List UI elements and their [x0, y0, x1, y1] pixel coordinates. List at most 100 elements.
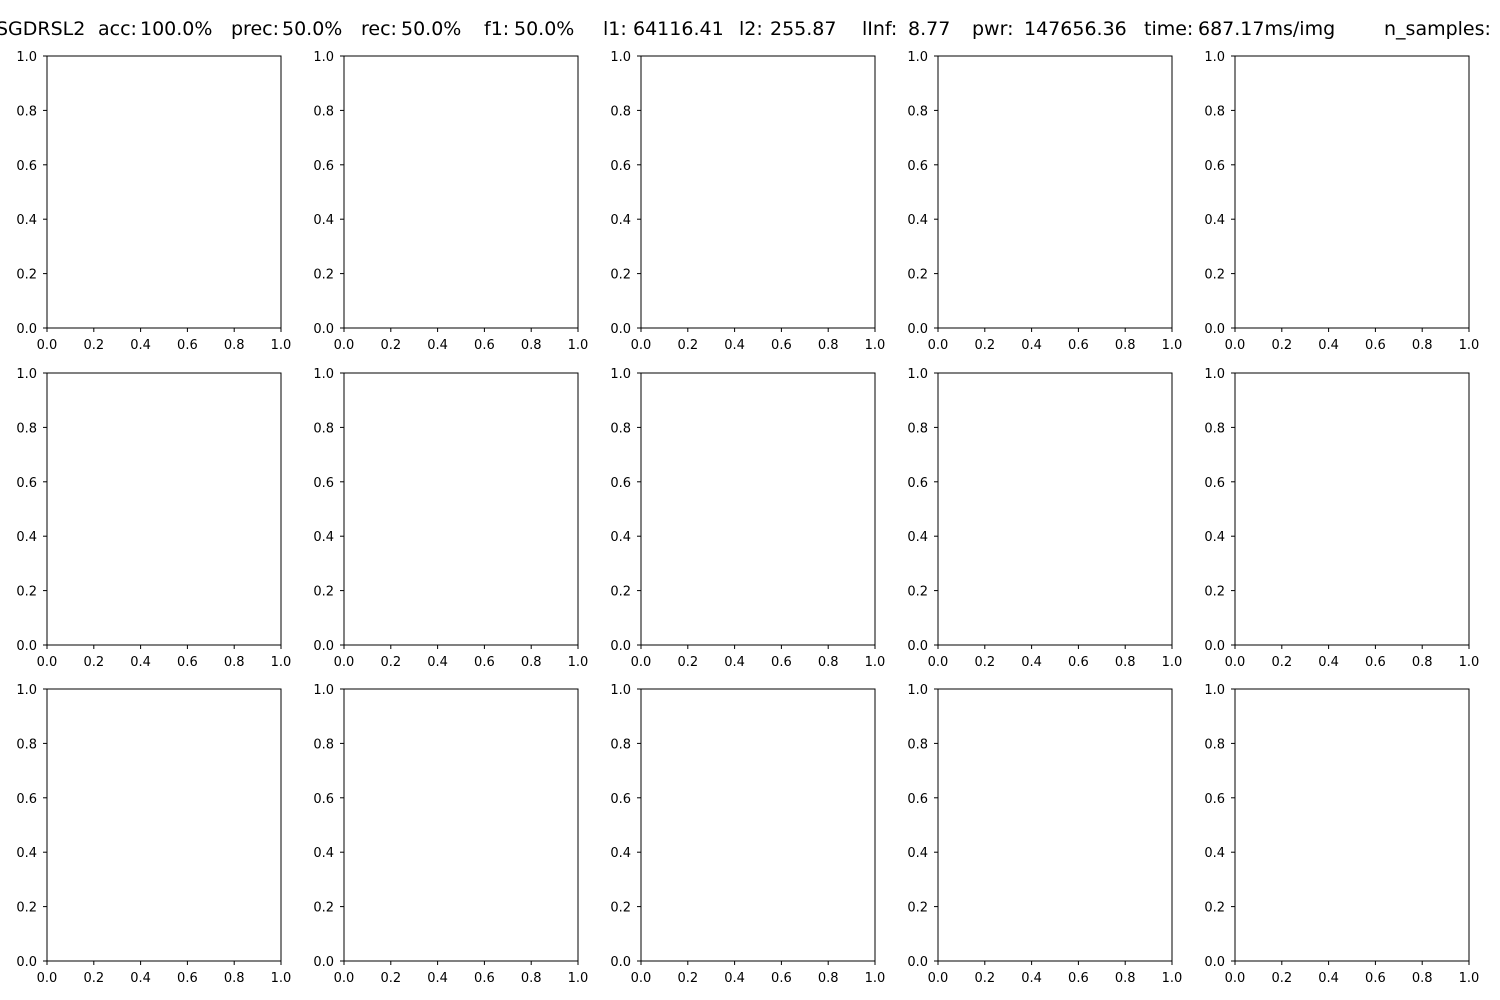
y-tick-label: 0.8 — [1204, 421, 1225, 436]
y-tick-label: 0.6 — [16, 792, 37, 807]
y-tick-label: 0.4 — [610, 530, 631, 545]
x-tick-label: 1.0 — [271, 655, 292, 670]
axes-frame — [46, 688, 282, 962]
y-tick-label: 0.6 — [16, 159, 37, 174]
y-tick-label: 0.4 — [610, 846, 631, 861]
x-tick-label: 0.6 — [474, 338, 495, 353]
x-tick-label: 0.6 — [771, 655, 792, 670]
y-tick-label: 0.0 — [1204, 955, 1225, 970]
x-tick-label: 0.4 — [1318, 655, 1339, 670]
axes-frame — [1234, 688, 1470, 962]
axes-frame — [937, 372, 1173, 646]
suptitle-acc-value: 100.0% — [140, 18, 212, 40]
subplot-3: 0.0 0.2 0.4 0.6 0.8 1.0 0.0 0.2 0.4 0.6 0.8 1.0 — [610, 50, 885, 353]
x-tick-label: 0.2 — [83, 338, 104, 353]
x-tick-label: 0.8 — [1412, 971, 1433, 986]
y-tick-label: 0.6 — [313, 792, 334, 807]
y-tick-label: 1.0 — [313, 367, 334, 382]
x-tick-label: 1.0 — [568, 655, 589, 670]
subplot-7: 0.0 0.2 0.4 0.6 0.8 1.0 0.0 0.2 0.4 0.6 0.8 1.0 — [313, 367, 588, 670]
x-tick-label: 0.2 — [1271, 971, 1292, 986]
y-tick-label: 0.0 — [313, 955, 334, 970]
x-tick-label: 0.0 — [37, 655, 58, 670]
suptitle: SGDRSL2 acc: 100.0% prec: 50.0% rec: 50.… — [0, 18, 1491, 40]
y-tick-label: 0.2 — [16, 268, 37, 283]
x-tick-label: 0.0 — [1225, 338, 1246, 353]
y-tick-label: 0.0 — [610, 639, 631, 654]
y-tick-label: 0.6 — [610, 476, 631, 491]
y-tick-label: 0.6 — [610, 792, 631, 807]
y-tick-label: 0.0 — [16, 955, 37, 970]
x-tick-label: 0.4 — [1021, 338, 1042, 353]
x-tick-label: 0.6 — [771, 971, 792, 986]
y-tick-label: 0.8 — [1204, 737, 1225, 752]
x-tick-label: 0.2 — [83, 655, 104, 670]
y-tick-label: 0.2 — [907, 585, 928, 600]
y-tick-label: 1.0 — [16, 683, 37, 698]
x-tick-label: 1.0 — [865, 338, 886, 353]
y-tick-label: 1.0 — [1204, 367, 1225, 382]
y-tick-label: 0.0 — [610, 322, 631, 337]
x-tick-label: 0.0 — [1225, 655, 1246, 670]
x-tick-label: 0.6 — [1068, 971, 1089, 986]
x-tick-label: 0.6 — [1068, 338, 1089, 353]
suptitle-nsamples-label: n_samples: — [1384, 18, 1491, 40]
y-tick-label: 0.4 — [1204, 846, 1225, 861]
x-tick-label: 0.0 — [928, 655, 949, 670]
y-tick-label: 0.6 — [610, 159, 631, 174]
suptitle-rec-label: rec: — [361, 18, 397, 40]
x-tick-label: 0.6 — [474, 655, 495, 670]
subplot-grid: 0.0 0.2 0.4 0.6 0.8 1.00.00.20.40.60.81.00.0 0… — [16, 50, 1479, 986]
y-tick-label: 0.0 — [1204, 639, 1225, 654]
x-tick-label: 0.6 — [177, 338, 198, 353]
x-tick-label: 1.0 — [1162, 655, 1183, 670]
axes-frame — [1234, 55, 1470, 329]
y-tick-label: 0.2 — [313, 585, 334, 600]
suptitle-f1-value: 50.0% — [514, 18, 574, 40]
y-tick-label: 0.8 — [610, 104, 631, 119]
x-tick-label: 0.4 — [724, 971, 745, 986]
y-tick-label: 0.8 — [610, 737, 631, 752]
x-tick-label: 0.0 — [928, 338, 949, 353]
y-tick-label: 0.4 — [907, 530, 928, 545]
y-tick-label: 0.8 — [313, 104, 334, 119]
y-tick-label: 1.0 — [1204, 50, 1225, 65]
y-tick-label: 1.0 — [16, 50, 37, 65]
x-tick-label: 0.0 — [334, 338, 355, 353]
y-tick-label: 0.2 — [610, 585, 631, 600]
x-tick-label: 0.2 — [380, 338, 401, 353]
y-tick-label: 0.4 — [610, 213, 631, 228]
y-tick-label: 0.8 — [907, 421, 928, 436]
y-tick-label: 1.0 — [1204, 683, 1225, 698]
suptitle-l2-label: l2: — [739, 18, 763, 40]
y-tick-label: 0.0 — [907, 322, 928, 337]
suptitle-l2-value: 255.87 — [770, 18, 836, 40]
x-tick-label: 0.0 — [37, 971, 58, 986]
x-tick-label: 0.2 — [677, 971, 698, 986]
y-tick-label: 0.6 — [1204, 792, 1225, 807]
suptitle-method: SGDRSL2 — [0, 18, 85, 40]
y-tick-label: 0.2 — [1204, 268, 1225, 283]
y-tick-label: 0.6 — [16, 476, 37, 491]
x-tick-label: 0.0 — [928, 971, 949, 986]
y-tick-label: 0.4 — [907, 213, 928, 228]
y-tick-label: 1.0 — [610, 50, 631, 65]
x-tick-label: 1.0 — [1162, 338, 1183, 353]
x-tick-label: 0.2 — [380, 971, 401, 986]
subplot-15: 0.0 0.2 0.4 0.6 0.8 1.0 0.0 0.2 0.4 0.6 0.8 1.0 — [1204, 683, 1479, 986]
y-tick-label: 0.4 — [1204, 530, 1225, 545]
axes-frame — [937, 55, 1173, 329]
suptitle-l1-label: l1: — [603, 18, 627, 40]
x-tick-label: 0.0 — [334, 971, 355, 986]
x-tick-label: 0.8 — [521, 971, 542, 986]
y-tick-label: 0.4 — [313, 530, 334, 545]
suptitle-time-value: 687.17ms/img — [1198, 18, 1335, 40]
y-tick-label: 0.8 — [16, 104, 37, 119]
y-tick-label: 0.6 — [313, 476, 334, 491]
x-tick-label: 1.0 — [865, 971, 886, 986]
y-tick-label: 0.4 — [16, 846, 37, 861]
subplot-12: 0.0 0.2 0.4 0.6 0.8 1.0 0.0 0.2 0.4 0.6 0.8 1.0 — [313, 683, 588, 986]
x-tick-label: 1.0 — [865, 655, 886, 670]
subplot-1: 0.0 0.2 0.4 0.6 0.8 1.0 0.0 0.2 0.4 0.6 0.8 1.0 — [16, 50, 291, 353]
